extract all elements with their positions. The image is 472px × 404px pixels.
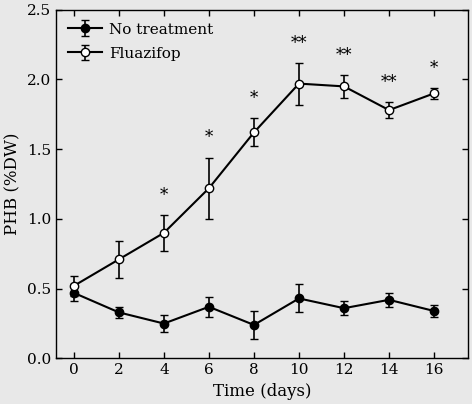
- Text: *: *: [160, 187, 168, 204]
- Text: *: *: [250, 90, 258, 107]
- Text: *: *: [430, 60, 438, 77]
- Legend: No treatment, Fluazifop: No treatment, Fluazifop: [63, 17, 218, 66]
- Text: *: *: [205, 129, 213, 146]
- Y-axis label: PHB (%DW): PHB (%DW): [4, 133, 21, 235]
- Text: **: **: [336, 47, 352, 64]
- X-axis label: Time (days): Time (days): [212, 383, 311, 400]
- Text: **: **: [381, 74, 397, 90]
- Text: **: **: [291, 34, 307, 52]
